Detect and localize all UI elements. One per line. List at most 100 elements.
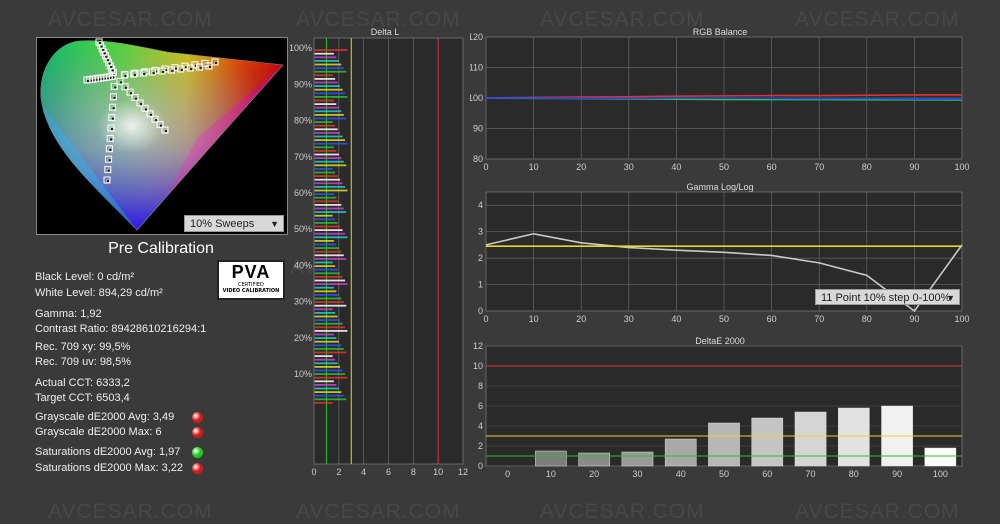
cie-measured-point [170,69,175,73]
delta-l-x-tick-label: 4 [361,467,366,477]
delta-l-bar [314,312,336,314]
cie-target-marker [105,155,113,163]
stat-line: Target CCT: 6503,4 [35,392,130,404]
x-tick-label: 80 [862,162,872,172]
delta-l-bar [314,351,347,354]
delta-l-bar [314,279,346,282]
delta-l-bar [314,142,348,145]
deltae-bar [794,411,827,467]
cie-target-marker [131,94,139,102]
delta-l-y-tick-label: 50% [294,224,312,234]
delta-l-bar [314,276,343,278]
deltae-bar [708,422,740,467]
delta-l-y-tick-label: 80% [294,116,312,126]
delta-l-bar [314,376,348,379]
y-tick-label: 1 [478,280,483,290]
pva-badge-line1: CERTIFIED [238,282,264,288]
x-tick-label: 10 [529,314,539,324]
cie-target-marker [161,126,169,134]
x-tick-label: 0 [505,469,510,479]
delta-l-bar [314,358,336,361]
delta-l-bar [314,186,346,188]
cie-measured-point [179,68,184,72]
cie-measured-point [151,71,156,75]
delta-l-bar [314,225,341,228]
gamma-chart: Gamma Log/Log 0 10 20 30 40 50 60 70 80 90 100 0 1 2 3… [478,182,970,324]
cie-target-marker [105,145,113,153]
delta-l-bar [314,70,347,73]
cie-measured-point [124,85,128,90]
x-tick-label: 30 [624,314,634,324]
delta-l-bar [314,294,339,296]
delta-l-bar [314,236,348,239]
delta-l-bar [314,178,341,181]
cie-target-marker [167,66,175,74]
watermark-text: AVCESAR.COM [296,500,461,523]
x-tick-label: 40 [671,314,681,324]
cie-measured-point [119,80,123,85]
chevron-down-icon: ▼ [946,293,955,303]
watermark-text: AVCESAR.COM [795,500,960,523]
y-tick-label: 110 [470,63,483,73]
cie-measured-point [214,61,218,65]
cie-target-marker [83,76,91,84]
delta-l-bar [314,160,344,163]
delta-l-bar [314,182,343,185]
delta-l-bar [314,204,342,206]
y-tick-label: 120 [470,32,483,42]
delta-l-bar [314,164,347,167]
x-tick-label: 90 [909,314,919,324]
delta-l-bar [314,254,344,257]
delta-l-bar [314,157,342,159]
delta-l-bar [314,326,346,329]
cie-target-marker [205,62,213,70]
x-tick-label: 100 [954,314,969,324]
cie-measured-point [159,123,163,128]
cie-target-marker [109,103,117,111]
x-tick-label: 70 [814,162,824,172]
delta-l-bar [314,308,333,311]
delta-l-bar [314,106,339,109]
x-tick-label: 50 [719,469,729,479]
x-tick-label: 60 [767,162,777,172]
y-tick-label: 0 [478,306,483,316]
delta-l-bar [314,369,343,372]
delta-l-bar [314,268,338,271]
delta-l-bar [314,139,346,141]
gamma-points-dropdown[interactable]: 11 Point 10% step 0-100% ▼ [815,289,960,305]
cie-measured-point [86,79,90,83]
page-title: Pre Calibration [108,240,214,257]
cie-target-marker [146,110,154,118]
cie-measured-point [132,73,137,77]
delta-l-bar [314,150,337,152]
cie-measured-point [111,106,116,111]
x-tick-label: 40 [671,162,681,172]
deltae-chart: DeltaE 2000 0 2 4 6 8 10 12 0 10 20 30 40 50 60 70 80 90… [473,336,963,479]
delta-l-bar [314,175,338,177]
delta-l-y-tick-label: 90% [294,79,312,89]
delta-l-bar [314,297,342,300]
status-dot-icon [192,463,203,474]
y-tick-label: 12 [473,341,483,351]
cie-target-marker [104,166,112,174]
y-tick-label: 6 [478,401,483,411]
sweeps-dropdown[interactable]: 10% Sweeps ▼ [184,215,284,232]
stat-line: White Level: 894,29 cd/m² [35,287,163,299]
delta-l-y-tick-label: 10% [294,369,312,379]
delta-l-bar [314,124,336,127]
delta-l-bar [314,99,334,102]
delta-l-bar [314,211,347,213]
cie-measured-point [109,137,114,142]
delta-l-bar [314,247,339,249]
pva-badge-line2: VIDEO CALIBRATION [222,288,280,294]
delta-l-bar [314,196,337,199]
delta-l-bar [314,261,333,264]
stat-line: Actual CCT: 6333,2 [35,377,130,389]
delta-l-bar [314,200,339,203]
delta-l-bar [314,344,342,347]
series-line-blue [486,97,962,100]
y-tick-label: 100 [470,93,483,103]
cie-target-marker [149,68,157,76]
delta-l-bar [314,398,347,401]
x-tick-label: 30 [624,162,634,172]
